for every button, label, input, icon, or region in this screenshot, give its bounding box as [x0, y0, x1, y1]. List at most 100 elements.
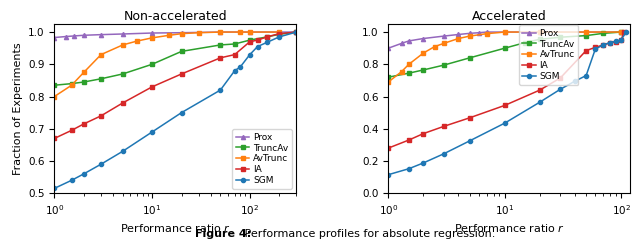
- Prox: [483, 31, 491, 34]
- AvTrunc: [119, 43, 127, 46]
- Prox: [385, 47, 392, 50]
- Prox: [119, 33, 127, 36]
- Prox: [292, 31, 300, 34]
- Line: AvTrunc: AvTrunc: [387, 30, 623, 84]
- AvTrunc: [431, 45, 438, 48]
- TruncAv: [466, 56, 474, 59]
- Text: Performance profiles for absolute regression.: Performance profiles for absolute regres…: [234, 229, 495, 239]
- IA: [582, 49, 590, 52]
- SGM: [571, 80, 579, 83]
- TruncAv: [522, 41, 529, 44]
- AvTrunc: [536, 31, 543, 34]
- AvTrunc: [246, 31, 253, 34]
- X-axis label: Performance ratio $r$: Performance ratio $r$: [120, 222, 231, 234]
- TruncAv: [246, 39, 253, 42]
- IA: [405, 138, 413, 141]
- SGM: [178, 111, 186, 114]
- AvTrunc: [97, 53, 105, 56]
- TruncAv: [405, 72, 413, 75]
- AvTrunc: [405, 63, 413, 66]
- SGM: [292, 31, 300, 34]
- AvTrunc: [501, 31, 509, 34]
- Line: TruncAv: TruncAv: [52, 30, 298, 87]
- SGM: [80, 172, 88, 175]
- IA: [620, 31, 627, 34]
- SGM: [237, 66, 244, 68]
- AvTrunc: [466, 35, 474, 37]
- TruncAv: [599, 32, 607, 35]
- Prox: [246, 31, 253, 34]
- SGM: [68, 179, 76, 182]
- Prox: [405, 40, 413, 42]
- Line: SGM: SGM: [52, 30, 298, 191]
- IA: [599, 43, 607, 46]
- Prox: [420, 37, 428, 40]
- SGM: [405, 167, 413, 170]
- AvTrunc: [237, 31, 244, 34]
- Line: TruncAv: TruncAv: [387, 30, 623, 79]
- Title: Non-accelerated: Non-accelerated: [124, 10, 227, 23]
- Line: SGM: SGM: [387, 30, 628, 177]
- X-axis label: Performance ratio $r$: Performance ratio $r$: [454, 222, 565, 234]
- Title: Accelerated: Accelerated: [472, 10, 547, 23]
- TruncAv: [263, 36, 271, 38]
- IA: [440, 125, 448, 128]
- SGM: [557, 88, 564, 91]
- Prox: [440, 35, 448, 37]
- Prox: [275, 31, 283, 34]
- SGM: [148, 131, 156, 133]
- IA: [51, 137, 58, 140]
- AvTrunc: [618, 31, 625, 34]
- TruncAv: [97, 77, 105, 80]
- Prox: [398, 42, 406, 45]
- TruncAv: [51, 84, 58, 87]
- TruncAv: [536, 38, 543, 41]
- Line: Prox: Prox: [387, 30, 623, 50]
- TruncAv: [275, 33, 283, 36]
- TruncAv: [178, 50, 186, 53]
- Prox: [501, 31, 509, 34]
- AvTrunc: [440, 42, 448, 45]
- IA: [618, 39, 625, 42]
- SGM: [97, 163, 105, 166]
- Prox: [61, 35, 69, 38]
- Prox: [80, 34, 88, 37]
- IA: [231, 53, 239, 56]
- IA: [68, 129, 76, 132]
- IA: [80, 122, 88, 125]
- IA: [148, 85, 156, 88]
- SGM: [582, 74, 590, 77]
- IA: [557, 77, 564, 79]
- Prox: [70, 35, 78, 37]
- Prox: [216, 31, 224, 34]
- SGM: [599, 43, 607, 46]
- SGM: [385, 173, 392, 176]
- Line: Prox: Prox: [52, 30, 298, 40]
- IA: [612, 40, 620, 43]
- TruncAv: [68, 82, 76, 85]
- IA: [466, 116, 474, 119]
- TruncAv: [216, 43, 224, 46]
- TruncAv: [231, 42, 239, 45]
- SGM: [440, 152, 448, 155]
- IA: [385, 147, 392, 150]
- AvTrunc: [483, 32, 491, 35]
- TruncAv: [385, 76, 392, 79]
- SGM: [612, 40, 620, 43]
- Text: Figure 4:: Figure 4:: [195, 229, 252, 239]
- TruncAv: [420, 68, 428, 71]
- IA: [178, 72, 186, 75]
- Line: IA: IA: [387, 30, 626, 150]
- AvTrunc: [133, 40, 141, 42]
- TruncAv: [557, 36, 564, 39]
- IA: [216, 56, 224, 59]
- Prox: [51, 36, 58, 39]
- TruncAv: [119, 72, 127, 75]
- Prox: [582, 31, 590, 34]
- IA: [253, 39, 261, 42]
- AvTrunc: [582, 31, 590, 34]
- SGM: [51, 187, 58, 190]
- SGM: [263, 41, 271, 44]
- IA: [263, 36, 271, 38]
- AvTrunc: [166, 34, 173, 37]
